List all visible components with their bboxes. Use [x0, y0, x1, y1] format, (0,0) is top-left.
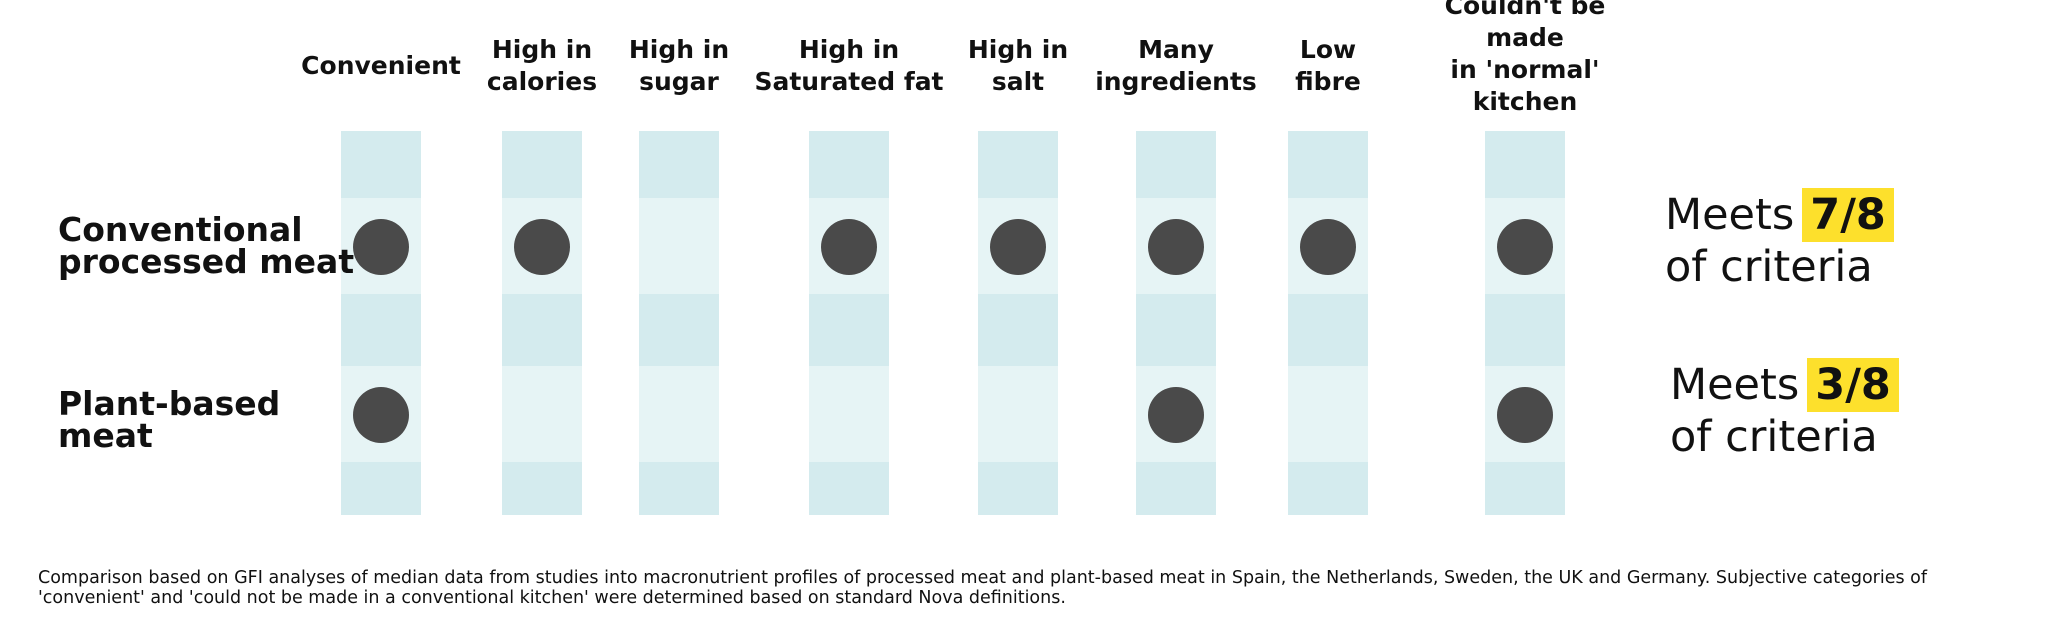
column-bar — [1136, 131, 1216, 515]
criteria-dot — [1497, 387, 1553, 443]
row-band — [502, 366, 582, 462]
column-header: Convenient — [301, 51, 461, 80]
row-label-plant-based: Plant-based meat — [58, 384, 281, 455]
criteria-dot — [353, 219, 409, 275]
column-bar — [978, 131, 1058, 515]
meets-summary-conventional: Meets 7/8 of criteria — [1665, 188, 1894, 292]
row-band — [1288, 366, 1368, 462]
criteria-dot — [353, 387, 409, 443]
meets-prefix: Meets — [1670, 360, 1800, 410]
column-header: Couldn't be made in 'normal' kitchen — [1444, 0, 1606, 116]
criteria-dot — [1300, 219, 1356, 275]
column-bar — [639, 131, 719, 515]
row-band — [809, 366, 889, 462]
criteria-dot — [1497, 219, 1553, 275]
row-band — [639, 198, 719, 294]
column-bar — [1288, 131, 1368, 515]
meets-prefix: Meets — [1665, 190, 1795, 240]
footnote: Comparison based on GFI analyses of medi… — [38, 568, 1928, 608]
column-bar — [1485, 131, 1565, 515]
row-band — [639, 366, 719, 462]
column-bar — [809, 131, 889, 515]
column-bar — [502, 131, 582, 515]
criteria-dot — [514, 219, 570, 275]
column-bar — [341, 131, 421, 515]
criteria-dot — [1148, 219, 1204, 275]
score-badge: 7/8 — [1802, 188, 1894, 242]
row-label-conventional: Conventional processed meat — [58, 210, 355, 281]
column-header: Low fibre — [1295, 35, 1361, 96]
meets-summary-plant-based: Meets 3/8 of criteria — [1670, 358, 1899, 462]
column-header: High in calories — [486, 35, 598, 96]
criteria-dot — [1148, 387, 1204, 443]
column-header: High in sugar — [628, 35, 730, 96]
score-badge: 3/8 — [1807, 358, 1899, 412]
column-header: Many ingredients — [1095, 35, 1257, 96]
column-header: High in salt — [967, 35, 1069, 96]
row-band — [978, 366, 1058, 462]
meets-suffix: of criteria — [1670, 412, 1878, 462]
criteria-dot — [990, 219, 1046, 275]
criteria-dot — [821, 219, 877, 275]
column-header: High in Saturated fat — [754, 35, 944, 96]
meets-suffix: of criteria — [1665, 242, 1873, 292]
